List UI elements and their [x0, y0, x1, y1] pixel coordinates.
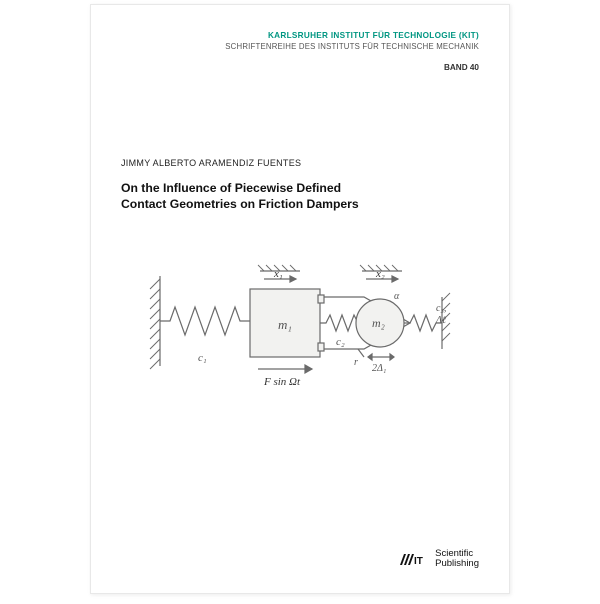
label-c1: c₁ — [198, 352, 207, 364]
label-x2: x₂ — [375, 268, 385, 280]
label-r: r — [354, 357, 358, 368]
book-cover: KARLSRUHER INSTITUT FÜR TECHNOLOGIE (KIT… — [90, 4, 510, 594]
diagram-container: c₁ x₁ m₁ — [121, 251, 479, 401]
label-m2: m₂ — [372, 316, 385, 330]
mechanics-diagram: c₁ x₁ m₁ — [140, 251, 460, 401]
kit-logo-icon: IT — [399, 552, 429, 567]
publisher-block: IT Scientific Publishing — [399, 549, 479, 569]
label-dl: Δℓ — [435, 315, 446, 326]
book-title: On the Influence of Piecewise Defined Co… — [121, 180, 479, 213]
title-line-2: Contact Geometries on Friction Dampers — [121, 197, 359, 211]
label-c3: c₃, — [436, 303, 446, 314]
volume-number: BAND 40 — [121, 63, 479, 72]
author-name: JIMMY ALBERTO ARAMENDIZ FUENTES — [121, 158, 479, 168]
svg-text:IT: IT — [414, 556, 423, 567]
title-line-1: On the Influence of Piecewise Defined — [121, 181, 341, 195]
label-2d1: 2Δ₁ — [372, 363, 386, 374]
label-c2: c₂ — [336, 336, 345, 348]
publisher-line-2: Publishing — [435, 558, 479, 569]
label-x1: x₁ — [273, 268, 283, 280]
label-force: F sin Ωt — [263, 376, 301, 388]
publisher-text: Scientific Publishing — [435, 549, 479, 569]
institute-name: KARLSRUHER INSTITUT FÜR TECHNOLOGIE (KIT… — [121, 31, 479, 40]
series-name: SCHRIFTENREIHE DES INSTITUTS FÜR TECHNIS… — [121, 42, 479, 51]
label-m1: m₁ — [278, 317, 292, 332]
header-block: KARLSRUHER INSTITUT FÜR TECHNOLOGIE (KIT… — [121, 31, 479, 72]
label-alpha: α — [394, 291, 400, 302]
